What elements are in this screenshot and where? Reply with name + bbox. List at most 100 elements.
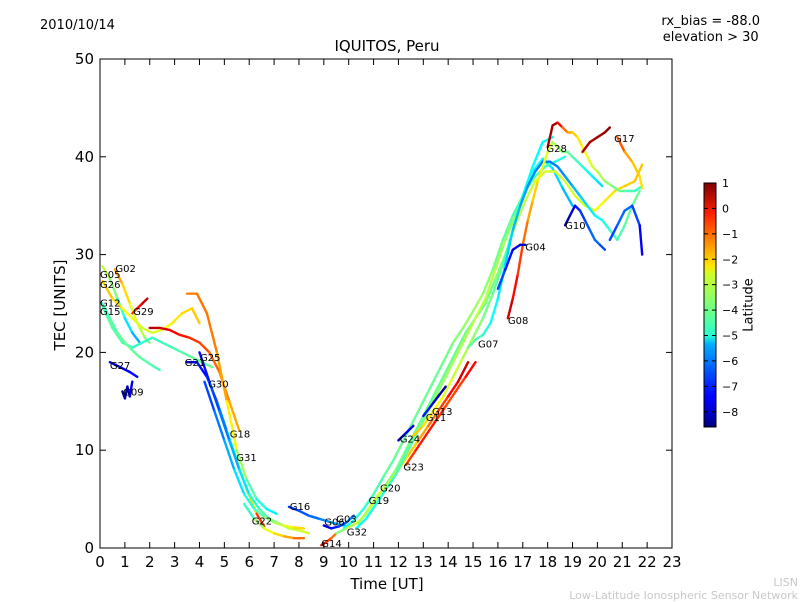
x-tick-label: 20 xyxy=(588,553,607,571)
trace-G17c-segment xyxy=(616,135,626,154)
trace-G17c-segment xyxy=(638,175,644,190)
trace-G19-segment xyxy=(444,356,457,379)
trace-G25-segment xyxy=(255,497,268,511)
trace-label-G04: G04 xyxy=(525,243,545,254)
x-tick-label: 18 xyxy=(538,553,557,571)
trace-G29-segment xyxy=(141,297,149,305)
y-tick-label: 20 xyxy=(75,343,94,361)
trace-G07-segment xyxy=(534,160,544,173)
trace-G16-segment xyxy=(287,505,301,512)
trace-G23-segment xyxy=(464,361,477,379)
trace-G32-segment xyxy=(345,522,358,530)
trace-G22-segment xyxy=(262,527,276,535)
trace-G32-segment xyxy=(524,180,537,203)
trace-G07-segment xyxy=(466,338,477,349)
trace-G27-segment xyxy=(118,365,132,374)
trace-G17b-segment xyxy=(616,209,626,227)
trace-label-G08: G08 xyxy=(508,316,528,327)
trace-G26-segment xyxy=(101,279,114,300)
trace-G19-segment xyxy=(374,488,388,506)
trace-label-G21: G21 xyxy=(185,358,205,369)
y-tick-label: 30 xyxy=(75,246,94,264)
trace-G07-segment xyxy=(593,214,604,222)
y-axis: 0 10 20 30 40 50 xyxy=(75,50,672,557)
trace-G32-segment xyxy=(454,331,467,354)
trace-G25-segment xyxy=(195,292,209,315)
trace-G32-segment xyxy=(434,370,447,393)
trace-G11-segment xyxy=(471,317,485,339)
trace-G21-segment xyxy=(158,326,171,332)
trace-G26-segment xyxy=(150,328,164,334)
trace-G32-segment xyxy=(335,527,348,535)
trace-label-G07: G07 xyxy=(478,340,498,351)
footer-network: Low-Latitude Ionospheric Sensor Network xyxy=(569,589,798,602)
trace-G31-segment xyxy=(272,521,286,527)
trace-G28-segment xyxy=(546,124,554,149)
trace-G23-segment xyxy=(454,375,467,393)
trace-label-G11: G11 xyxy=(426,413,446,424)
trace-label-G28: G28 xyxy=(546,144,566,155)
chart-title: IQUITOS, Peru xyxy=(334,37,440,55)
trace-G08-segment xyxy=(511,273,519,300)
trace-G32-segment xyxy=(394,449,408,471)
trace-G11-segment xyxy=(412,424,425,437)
trace-G03-segment xyxy=(392,439,405,462)
trace-G21-segment xyxy=(228,400,241,432)
trace-G03-segment xyxy=(342,519,355,530)
trace-G32-segment xyxy=(593,199,607,212)
trace-label-G27: G27 xyxy=(110,361,130,372)
trace-G07-segment xyxy=(571,184,582,198)
trace-G31-segment xyxy=(282,524,296,529)
trace-G03-segment xyxy=(471,292,485,313)
trace-G05-segment xyxy=(123,317,134,334)
trace-label-G05: G05 xyxy=(100,270,120,281)
trace-G03-segment xyxy=(362,493,375,511)
trace-G04-segment xyxy=(504,248,514,271)
trace-G19-segment xyxy=(553,155,567,163)
trace-G17-segment xyxy=(596,131,607,139)
trace-G03-segment xyxy=(481,268,495,295)
trace-G26-segment xyxy=(190,307,201,325)
trace-G08-segment xyxy=(526,199,534,222)
trace-G16-segment xyxy=(317,517,330,523)
trace-G20-segment xyxy=(367,493,380,511)
trace-G32-segment xyxy=(573,194,587,207)
trace-G18-segment xyxy=(247,493,261,511)
trace-G16-segment xyxy=(327,520,340,526)
trace-label-G29: G29 xyxy=(133,307,153,318)
trace-label-G17: G17 xyxy=(614,134,634,145)
plot-frame xyxy=(99,58,673,549)
x-tick-label: 16 xyxy=(488,553,507,571)
trace-label-G19: G19 xyxy=(369,496,389,507)
colorbar-tick-label: −6 xyxy=(722,355,738,368)
colorbar-tick-label: −4 xyxy=(722,304,738,317)
trace-G06-segment xyxy=(322,524,333,530)
x-tick-label: 15 xyxy=(463,553,482,571)
trace-G10-segment xyxy=(598,243,607,251)
trace-G19-segment xyxy=(494,238,507,271)
trace-G11-segment xyxy=(541,135,554,144)
trace-G28-segment xyxy=(576,135,584,149)
trace-G20-segment xyxy=(407,439,420,457)
trace-G10-segment xyxy=(583,219,592,232)
trace-G12-segment xyxy=(190,356,204,364)
trace-label-G02: G02 xyxy=(115,264,135,275)
trace-G10-segment xyxy=(588,228,597,242)
footer-lisn: LISN xyxy=(773,576,798,589)
trace-G12-segment xyxy=(111,326,124,344)
x-tick-label: 10 xyxy=(339,553,358,571)
trace-G08-segment xyxy=(541,150,549,168)
trace-G03-segment xyxy=(422,380,435,403)
trace-G05-segment xyxy=(108,277,119,300)
x-tick-label: 21 xyxy=(613,553,632,571)
x-tick-label: 8 xyxy=(294,553,304,571)
trace-G25-segment xyxy=(245,478,258,501)
trace-G32-segment xyxy=(514,199,527,227)
trace-G13-segment xyxy=(422,405,432,418)
x-tick-label: 4 xyxy=(195,553,205,571)
trace-G12-segment xyxy=(131,341,144,349)
header-params: rx_bias = -88.0 elevation > 30 xyxy=(661,14,760,46)
trace-G22-segment xyxy=(252,517,266,530)
trace-label-G22: G22 xyxy=(252,517,272,528)
trace-G21-segment xyxy=(178,333,191,339)
